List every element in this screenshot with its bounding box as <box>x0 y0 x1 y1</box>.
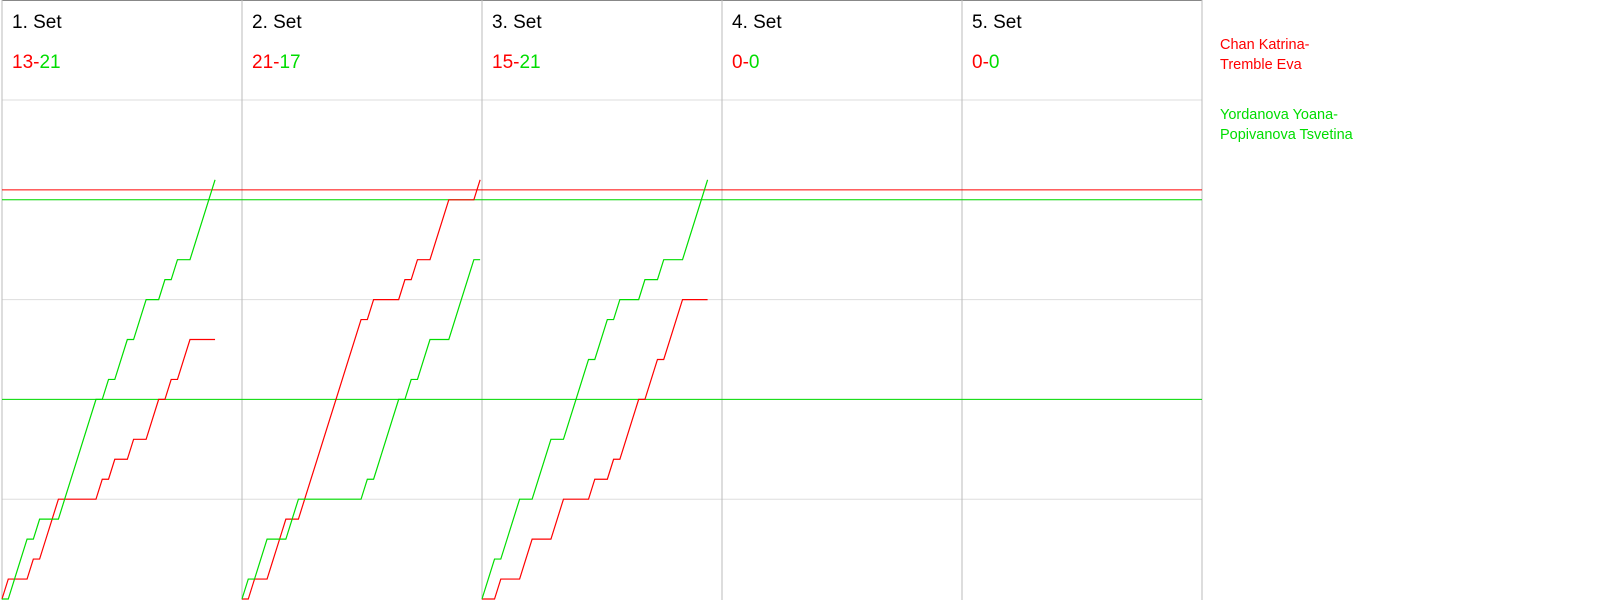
score-part: 0- <box>972 52 989 73</box>
set-title: 5. Set <box>972 12 1022 33</box>
set-title: 2. Set <box>252 12 302 33</box>
score-part: 0- <box>732 52 749 73</box>
score-line <box>1 338 216 600</box>
team-name: Popivanova Tsvetina <box>1220 127 1354 143</box>
score-part: 21 <box>519 52 540 73</box>
score-part: 0 <box>989 52 1000 73</box>
score-line <box>241 259 481 600</box>
score-line <box>2 179 216 600</box>
set-score: 0-0 <box>972 52 999 73</box>
score-part: 17 <box>279 52 300 73</box>
set-score: 0-0 <box>732 52 759 73</box>
score-line <box>481 179 709 600</box>
set-score: 21-17 <box>252 52 301 73</box>
team-name: Chan Katrina- <box>1220 37 1310 53</box>
set-title: 4. Set <box>732 12 782 33</box>
set-title: 1. Set <box>12 12 62 33</box>
score-part: 13- <box>12 52 39 73</box>
score-part: 21 <box>39 52 60 73</box>
set-score: 15-21 <box>492 52 541 73</box>
set-score: 13-21 <box>12 52 61 73</box>
score-part: 15- <box>492 52 519 73</box>
team-name: Yordanova Yoana- <box>1220 107 1338 123</box>
score-line <box>482 299 708 600</box>
score-part: 0 <box>749 52 760 73</box>
score-line <box>242 179 481 600</box>
team-name: Tremble Eva <box>1220 57 1303 73</box>
set-title: 3. Set <box>492 12 542 33</box>
score-part: 21- <box>252 52 279 73</box>
